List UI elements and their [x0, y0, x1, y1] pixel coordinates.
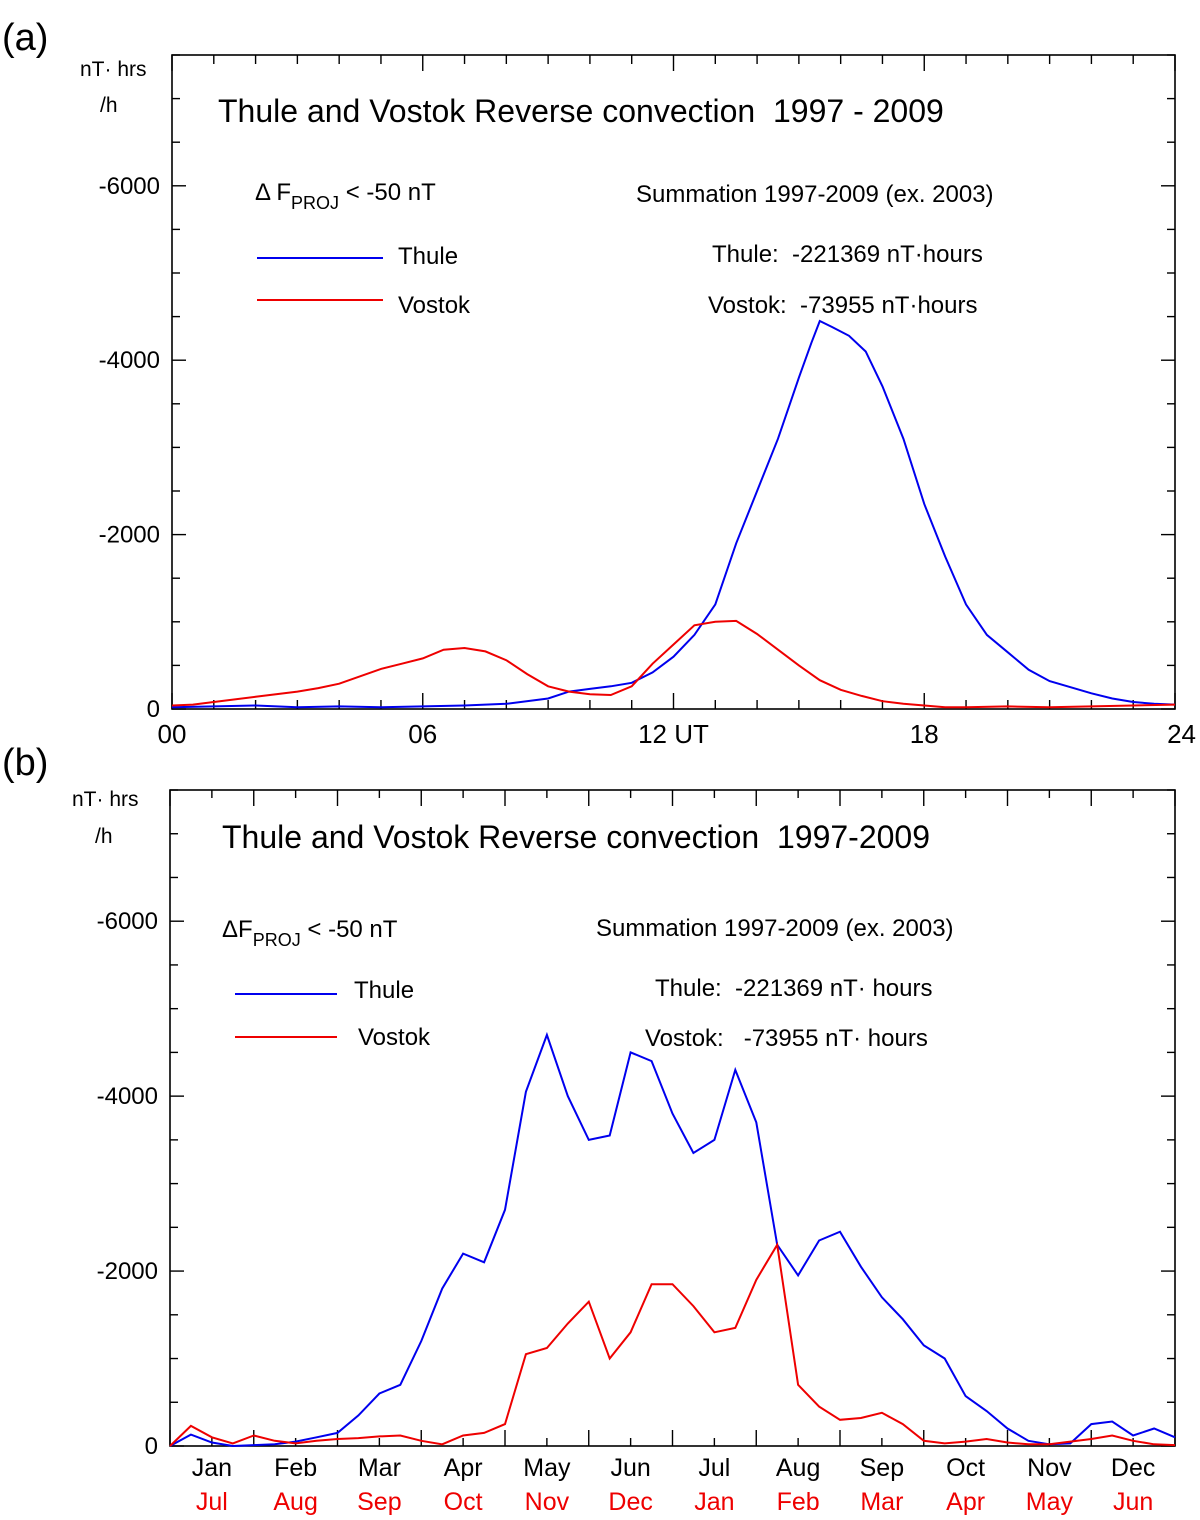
month-label-vostok: Jun — [1113, 1488, 1153, 1516]
panel-a-y-tick-labels: 0 -2000 -4000 -6000 — [99, 173, 160, 723]
month-label-vostok: May — [1026, 1488, 1074, 1516]
panel-b-title: Thule and Vostok Reverse convection 1997… — [222, 819, 930, 855]
panel-a-legend-vostok-label: Vostok — [398, 292, 471, 319]
panel-a-legend-thule-label: Thule — [398, 243, 458, 270]
panel-a: (a) nT· hrs /h 0 -2000 -4000 -6000 00 06 12 U… — [2, 17, 1196, 749]
y-tick-label: -2000 — [97, 1258, 158, 1285]
panel-a-title: Thule and Vostok Reverse convection 1997… — [218, 93, 944, 129]
month-label-vostok: Aug — [273, 1488, 317, 1516]
panel-b-series-vostok-line — [169, 1241, 1176, 1447]
month-label-thule: Dec — [1111, 1454, 1155, 1482]
panel-a-criterion: Δ FPROJ < -50 nT — [255, 179, 436, 213]
month-label-thule: Aug — [776, 1454, 820, 1482]
panel-a-criterion-suffix: < -50 nT — [339, 179, 436, 206]
panel-b-plot-frame — [169, 789, 1176, 1447]
month-label-thule: Jun — [610, 1454, 650, 1482]
month-label-vostok: Sep — [357, 1488, 401, 1516]
panel-b-month-labels: Jan Jul Feb Aug Mar Sep Apr Oct May Nov Jun Dec Jul J… — [192, 1454, 1156, 1516]
month-label-thule: Apr — [444, 1454, 483, 1482]
month-label-thule: Sep — [860, 1454, 904, 1482]
panel-b-ylabel-line2: /h — [95, 825, 113, 848]
panel-b-label: (b) — [2, 742, 48, 784]
panel-b-criterion-sub: PROJ — [253, 930, 301, 950]
month-label-vostok: Dec — [608, 1488, 652, 1516]
month-label-thule: Nov — [1027, 1454, 1072, 1482]
month-label-thule: May — [523, 1454, 571, 1482]
month-label-thule: Feb — [274, 1454, 317, 1482]
panel-b-y-tick-labels: 0 -2000 -4000 -6000 — [97, 908, 158, 1460]
panel-b: (b) nT· hrs /h 0 -2000 -4000 -6000 Jan Jul Fe… — [2, 742, 1176, 1516]
month-label-thule: Jan — [192, 1454, 232, 1482]
month-label-vostok: Oct — [444, 1488, 483, 1516]
y-tick-label: -2000 — [99, 522, 160, 549]
panel-b-criterion-prefix: ΔF — [222, 916, 253, 943]
y-tick-label: -4000 — [99, 347, 160, 374]
panel-b-legend-vostok-label: Vostok — [358, 1024, 431, 1051]
panel-a-series-vostok-line — [171, 619, 1176, 709]
month-label-vostok: Mar — [860, 1488, 903, 1516]
panel-b-ticks — [169, 789, 1176, 1447]
panel-a-criterion-prefix: Δ F — [255, 179, 291, 206]
y-tick-label: 0 — [147, 696, 160, 723]
panel-a-series-thule-line — [171, 319, 1176, 709]
month-label-vostok: Apr — [946, 1488, 985, 1516]
panel-a-criterion-sub: PROJ — [291, 193, 339, 213]
panel-a-plot-frame — [171, 54, 1176, 710]
x-tick-label: 06 — [408, 719, 437, 749]
panel-b-total-thule: Thule: -221369 nT· hours — [655, 975, 933, 1002]
panel-b-series-thule-line — [169, 1031, 1176, 1448]
panel-a-ticks — [171, 54, 1176, 710]
month-label-vostok: Jul — [196, 1488, 228, 1516]
x-tick-label: 18 — [910, 719, 939, 749]
panel-b-total-vostok: Vostok: -73955 nT· hours — [645, 1025, 928, 1052]
panel-a-x-tick-labels: 00 06 12 UT 18 24 — [158, 719, 1196, 749]
month-label-thule: Jul — [698, 1454, 730, 1482]
panel-a-summation: Summation 1997-2009 (ex. 2003) — [636, 181, 994, 208]
panel-b-ylabel-line1: nT· hrs — [72, 788, 139, 811]
panel-b-summation: Summation 1997-2009 (ex. 2003) — [596, 915, 954, 942]
panel-b-criterion: ΔFPROJ < -50 nT — [222, 916, 398, 950]
panel-a-total-thule: Thule: -221369 nT·hours — [712, 241, 983, 268]
panel-a-ylabel-line1: nT· hrs — [80, 58, 147, 81]
panel-a-ylabel-line2: /h — [100, 94, 118, 117]
month-label-vostok: Feb — [777, 1488, 820, 1516]
x-tick-label: 00 — [158, 719, 187, 749]
month-label-vostok: Nov — [525, 1488, 570, 1516]
month-label-vostok: Jan — [694, 1488, 734, 1516]
x-tick-label: 24 — [1167, 719, 1196, 749]
panel-b-legend-thule-label: Thule — [354, 977, 414, 1004]
y-tick-label: -6000 — [99, 173, 160, 200]
panel-a-total-vostok: Vostok: -73955 nT·hours — [708, 292, 977, 319]
x-tick-label: 12 UT — [638, 719, 709, 749]
panel-a-label: (a) — [2, 17, 48, 59]
y-tick-label: -4000 — [97, 1083, 158, 1110]
y-tick-label: -6000 — [97, 908, 158, 935]
month-label-thule: Mar — [358, 1454, 401, 1482]
month-label-thule: Oct — [946, 1454, 985, 1482]
y-tick-label: 0 — [145, 1433, 158, 1460]
panel-b-criterion-suffix: < -50 nT — [301, 916, 398, 943]
